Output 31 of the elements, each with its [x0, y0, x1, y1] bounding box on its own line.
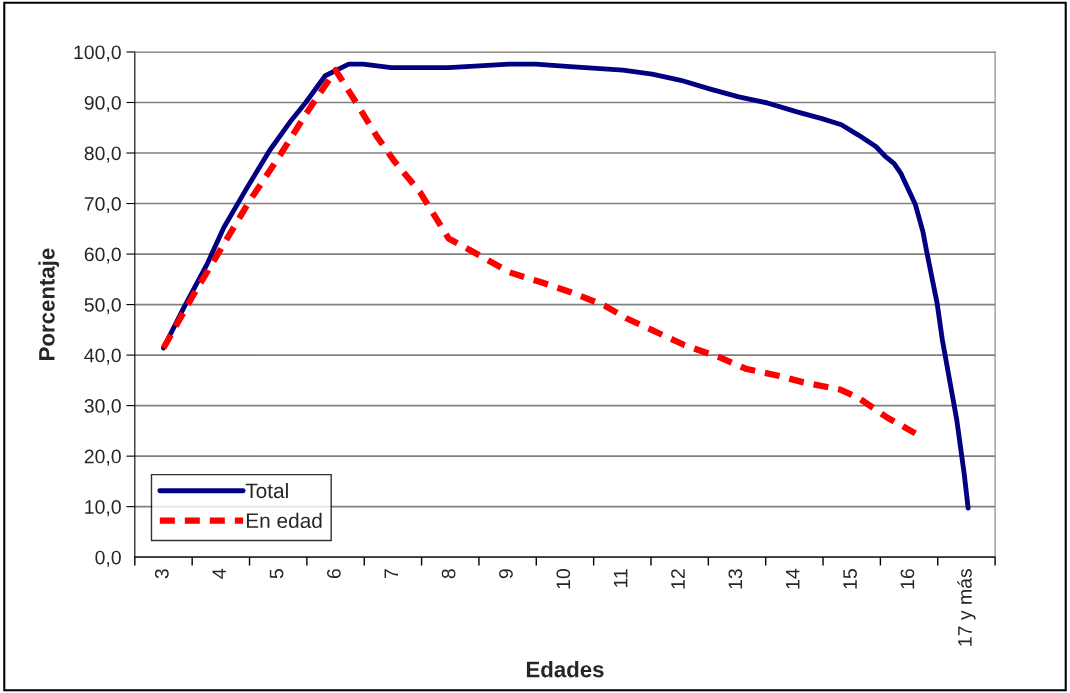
- y-tick-label: 100,0: [74, 45, 121, 62]
- x-tick-label: 17 y más: [957, 568, 976, 646]
- y-tick-label: 60,0: [84, 247, 121, 264]
- y-tick-label: 90,0: [84, 95, 121, 113]
- y-tick-label: 50,0: [84, 298, 121, 315]
- y-tick-label: 20,0: [84, 449, 121, 466]
- y-tick-label: 40,0: [84, 348, 121, 365]
- y-tick-label: 70,0: [84, 197, 121, 214]
- x-tick-label: 14: [786, 568, 800, 589]
- x-tick-label: 12: [671, 569, 685, 589]
- y-tick-label: 80,0: [84, 146, 121, 163]
- x-tick-label: 7: [384, 569, 398, 579]
- line-series: [161, 61, 971, 511]
- x-tick-label: 13: [728, 569, 743, 589]
- y-tick-label: 0,0: [95, 550, 121, 567]
- y-axis-title: Porcentaje: [38, 248, 60, 360]
- x-tick-label: 3: [154, 569, 169, 579]
- x-tick-label: 5: [269, 569, 284, 579]
- legend-label: En edad: [246, 512, 322, 529]
- y-tick-label: 30,0: [84, 399, 121, 416]
- x-tick-label: 6: [327, 569, 341, 579]
- x-tick-label: 11: [613, 569, 628, 587]
- y-tick-label: 10,0: [85, 500, 121, 517]
- legend-label: Total: [245, 482, 288, 499]
- x-axis-title: Edades: [526, 661, 604, 678]
- x-tick-label: 15: [843, 569, 857, 589]
- x-tick-label: 9: [499, 569, 513, 579]
- x-tick-label: 16: [900, 569, 915, 589]
- x-tick-label: 8: [441, 569, 456, 579]
- x-tick-label: 10: [556, 569, 571, 589]
- x-tick-label: 4: [212, 568, 226, 579]
